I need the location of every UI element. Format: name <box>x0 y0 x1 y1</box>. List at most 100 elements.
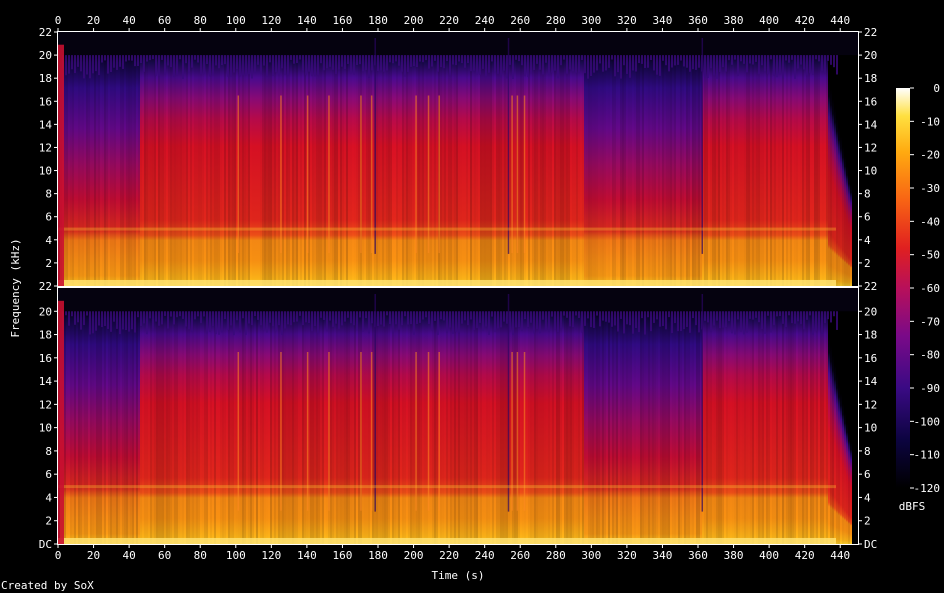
spectro-column <box>486 288 488 544</box>
spectro-fringe <box>383 55 385 72</box>
x-tick-label-bottom: 160 <box>333 549 353 562</box>
spectro-fringe <box>512 55 514 79</box>
spectro-column <box>292 32 294 286</box>
spectro-column <box>430 32 432 286</box>
spectro-fringe <box>530 55 532 74</box>
spectro-column <box>150 288 152 544</box>
spectro-fringe <box>584 311 586 326</box>
spectro-column <box>312 32 314 286</box>
spectro-fringe <box>680 55 682 61</box>
spectro-column <box>166 288 168 544</box>
spectro-fringe <box>803 55 805 70</box>
spectro-fringe <box>659 55 661 76</box>
spectro-column <box>766 32 768 286</box>
y-tick-label-left: 8 <box>45 445 52 458</box>
spectro-fringe <box>269 311 271 323</box>
spectro-column <box>622 32 624 286</box>
spectro-fringe <box>773 311 775 326</box>
spectro-column <box>364 288 366 544</box>
spectro-column <box>588 288 590 544</box>
spectro-column <box>784 32 786 286</box>
spectro-column <box>218 288 220 544</box>
spectro-fringe <box>413 311 415 335</box>
spectro-column <box>456 32 458 286</box>
y-tick-label-left: 16 <box>39 95 52 108</box>
spectro-column <box>574 288 576 544</box>
spectro-fringe <box>428 55 430 69</box>
spectro-column <box>92 32 94 286</box>
spectro-fringe <box>761 55 763 66</box>
spectro-fringe <box>86 55 88 75</box>
spectro-column <box>412 32 414 286</box>
spectro-column <box>316 32 318 286</box>
spectro-fringe <box>572 311 574 328</box>
spectro-column <box>506 32 508 286</box>
spectro-column <box>270 288 272 544</box>
spectro-fringe <box>218 55 220 69</box>
x-tick-label-top: 420 <box>795 14 815 27</box>
spectro-column <box>398 32 400 286</box>
spectro-fringe <box>491 311 493 317</box>
spectro-column <box>730 32 732 286</box>
spectro-fringe <box>149 55 151 61</box>
y-tick-label-right: 16 <box>864 352 877 365</box>
spectro-column <box>738 32 740 286</box>
spectro-column <box>218 32 220 286</box>
spectro-column <box>322 288 324 544</box>
spectro-fringe <box>608 311 610 323</box>
spectro-column <box>98 288 100 544</box>
spectro-fringe <box>242 55 244 76</box>
spectro-column <box>666 288 668 544</box>
spectro-fringe <box>596 311 598 316</box>
spectro-fringe <box>734 55 736 60</box>
spectro-column <box>362 32 364 286</box>
spectro-fringe <box>107 311 109 329</box>
spectro-column <box>822 32 824 286</box>
spectro-column <box>634 32 636 286</box>
spectro-fringe <box>791 55 793 60</box>
spectro-fringe <box>365 311 367 319</box>
spectro-fringe <box>437 55 439 72</box>
spectro-fringe <box>773 55 775 76</box>
spectro-fringe <box>488 311 490 335</box>
spectro-fringe <box>230 55 232 77</box>
spectro-fringe <box>731 311 733 334</box>
spectro-column <box>564 32 566 286</box>
spectro-column <box>336 288 338 544</box>
spectro-fringe <box>281 311 283 335</box>
spectro-fringe <box>632 55 634 71</box>
spectro-fringe <box>500 55 502 77</box>
spectro-column <box>242 32 244 286</box>
spectro-column <box>144 288 146 544</box>
spectro-fringe <box>557 55 559 79</box>
spectro-fringe <box>554 311 556 330</box>
x-tick-label-top: 120 <box>261 14 281 27</box>
spectro-column <box>594 288 596 544</box>
spectro-column <box>214 32 216 286</box>
spectro-column <box>824 288 826 544</box>
spectro-fringe <box>143 311 145 324</box>
spectro-fringe <box>668 311 670 318</box>
spectro-fringe <box>650 55 652 61</box>
spectro-column <box>304 288 306 544</box>
spectro-fringe <box>128 311 130 332</box>
spectro-column <box>500 288 502 544</box>
spectro-fringe <box>536 55 538 64</box>
spectro-column <box>426 32 428 286</box>
spectro-fringe <box>254 55 256 73</box>
x-tick-label-bottom: 240 <box>475 549 495 562</box>
spectro-fringe <box>236 55 238 70</box>
spectro-fringe <box>527 55 529 78</box>
spectro-column <box>206 288 208 544</box>
spectro-column <box>492 288 494 544</box>
spectro-fringe <box>359 311 361 318</box>
spectro-column <box>846 422 848 544</box>
spectro-column <box>468 32 470 286</box>
spectro-column <box>484 32 486 286</box>
spectro-left-edge <box>58 44 64 287</box>
spectro-column <box>182 32 184 286</box>
spectro-column <box>224 32 226 286</box>
spectro-column <box>554 32 556 286</box>
spectro-column <box>224 288 226 544</box>
